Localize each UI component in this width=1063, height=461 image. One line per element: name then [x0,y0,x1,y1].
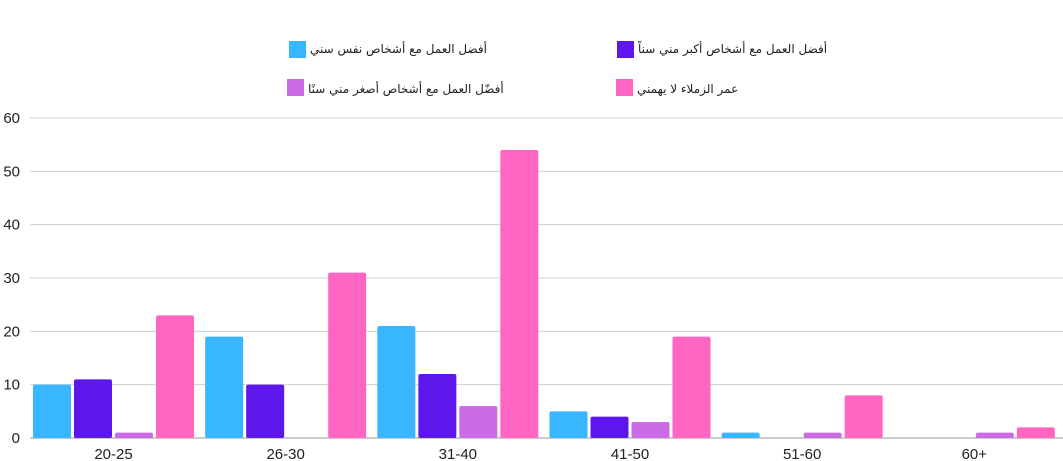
legend-label: أفضل العمل مع أشخاص أكبر مني سناً [638,40,827,57]
bar-51-60-series-3 [803,432,842,438]
bar-41-50-series-2 [590,416,629,438]
bar-60+-series-3 [975,432,1014,438]
bar-20-25-series-3 [115,432,153,438]
bar-31-40-series-2 [418,374,457,438]
y-tick-label: 10 [3,377,20,394]
bar-41-50-series-1 [549,411,588,438]
x-axis-ticks: 20-25 26-30 31-40 41-50 51-60 60+ [94,446,987,461]
x-tick-label: 26-30 [266,446,304,461]
gridlines [30,117,1063,439]
y-tick-label: 60 [3,110,20,127]
x-tick-label: 41-50 [611,446,649,461]
legend-swatch [287,79,304,96]
x-tick-label: 60+ [962,446,988,461]
legend-swatch [616,79,633,96]
legend-swatch [617,41,634,58]
bar-41-50-series-3 [631,422,670,438]
bar-41-50-series-4 [672,336,711,438]
bars [33,150,1055,438]
bar-26-30-series-4 [328,272,367,438]
bar-26-30-series-2 [246,384,285,438]
x-tick-label: 51-60 [783,446,821,461]
bar-26-30-series-1 [205,336,244,438]
bar-31-40-series-4 [500,150,539,438]
bar-51-60-series-4 [844,395,883,438]
bar-60+-series-4 [1016,427,1055,438]
bar-31-40-series-1 [377,326,416,438]
bar-20-25-series-1 [33,384,71,438]
legend: أفضل العمل مع أشخاص نفس سني أفضل العمل مع… [287,40,827,97]
y-tick-label: 30 [3,270,20,287]
y-axis-ticks: 0 10 20 30 40 50 60 [3,110,20,447]
bar-20-25-series-4 [156,315,194,438]
x-tick-label: 20-25 [94,446,132,461]
bar-20-25-series-2 [74,379,112,438]
y-tick-label: 40 [3,217,20,234]
y-tick-label: 50 [3,163,20,180]
legend-label: عمر الزملاء لا يهمني [637,82,738,97]
y-tick-label: 20 [3,323,20,340]
x-tick-label: 31-40 [439,446,477,461]
y-tick-label: 0 [12,430,20,447]
bar-31-40-series-3 [459,406,498,438]
legend-label: أفضّل العمل مع أشخاص أصغر مني سنًا [308,81,504,97]
legend-swatch [289,41,306,58]
legend-label: أفضل العمل مع أشخاص نفس سني [310,41,487,57]
bar-51-60-series-1 [721,432,760,438]
